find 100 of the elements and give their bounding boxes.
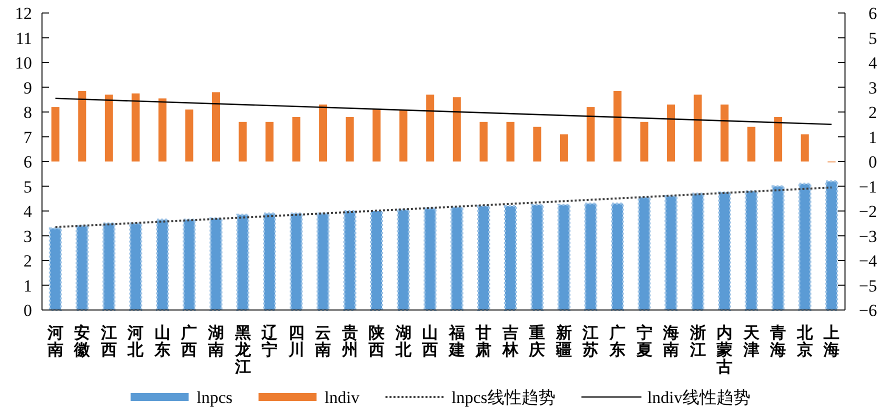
y-tick-label: 2 (24, 252, 32, 270)
bar (584, 202, 598, 311)
bar (504, 205, 517, 311)
bar (158, 98, 166, 162)
y-tick-label: 12 (15, 4, 32, 23)
x-tick-label: 浙江 (688, 324, 706, 359)
bar (533, 126, 542, 162)
x-tick-label: 贵州 (340, 324, 358, 359)
bar (266, 122, 274, 162)
legend-label: lnpcs线性趋势 (452, 388, 556, 407)
bar (530, 204, 544, 311)
y2-tick-label: −4 (858, 252, 878, 270)
bar (370, 210, 384, 311)
y-tick-label: 10 (15, 54, 32, 72)
x-tick-label: 江西 (100, 324, 117, 359)
x-tick-label: 湖北 (394, 324, 412, 359)
x-tick-label: 河北 (126, 324, 145, 359)
y2-tick-label: 6 (868, 4, 877, 23)
bar (798, 182, 812, 311)
bar (263, 212, 276, 311)
x-tick-label: 四川 (287, 325, 304, 359)
bar (238, 122, 247, 162)
bar (316, 212, 330, 311)
bar (640, 122, 648, 162)
bar (744, 190, 758, 311)
bar (129, 222, 142, 311)
y2-tick-label: 3 (868, 78, 877, 98)
bar (720, 104, 729, 162)
y-tick-label: 4 (24, 202, 32, 221)
y-tick-label: 9 (24, 78, 32, 98)
bar (209, 217, 222, 311)
bar (78, 90, 86, 162)
x-tick-label: 内蒙古 (716, 324, 733, 376)
y2-tick-label: 5 (868, 28, 877, 48)
bar (426, 94, 434, 162)
y-tick-label: 8 (24, 103, 32, 122)
bar (694, 94, 702, 162)
bar (156, 218, 169, 311)
x-tick-label: 黑龙江 (234, 325, 252, 376)
bar (104, 94, 113, 162)
bar (182, 218, 196, 311)
y-tick-label: 6 (24, 152, 32, 172)
bar (667, 104, 676, 162)
x-tick-label: 广东 (608, 324, 626, 359)
y2-tick-label: 0 (868, 152, 877, 172)
bar (450, 206, 464, 311)
x-tick-label: 天津 (742, 325, 760, 359)
bar (132, 93, 140, 162)
legend-label: lndiv线性趋势 (647, 388, 750, 407)
y2-tick-label: −1 (858, 177, 877, 196)
bar (452, 97, 461, 162)
bar (236, 214, 250, 311)
bar (825, 180, 838, 311)
x-tick-label: 吉林 (501, 324, 520, 359)
bar (477, 205, 490, 311)
x-tick-label: 安徽 (73, 323, 92, 359)
bar (718, 191, 732, 311)
x-tick-label: 陕西 (368, 324, 386, 359)
bar (424, 208, 437, 311)
bar (480, 122, 488, 162)
y-tick-label: 3 (24, 226, 32, 246)
y2-tick-label: −5 (858, 276, 877, 296)
bar (212, 92, 220, 162)
bar (51, 107, 60, 162)
y2-tick-label: −3 (858, 226, 877, 246)
bar (638, 196, 651, 311)
y2-tick-label: −2 (858, 202, 877, 221)
bar (586, 107, 595, 162)
x-tick-label: 湖南 (206, 324, 224, 359)
x-tick-label: 山东 (153, 324, 170, 359)
bar (346, 116, 354, 162)
bar (76, 224, 89, 311)
bar (185, 110, 194, 162)
x-tick-label: 甘肃 (474, 324, 492, 359)
bar (747, 126, 756, 162)
x-tick-label: 辽宁 (260, 324, 279, 359)
bar (396, 208, 410, 311)
y-tick-label: 0 (24, 301, 32, 320)
bar (560, 134, 568, 162)
x-tick-label: 山西 (421, 324, 438, 359)
x-tick-label: 宁夏 (635, 323, 652, 359)
x-tick-label: 青海 (769, 324, 786, 359)
y2-tick-label: 2 (868, 103, 877, 122)
x-tick-label: 新疆 (554, 324, 572, 359)
bar (613, 90, 622, 162)
x-tick-label: 广西 (180, 324, 198, 359)
bar (774, 116, 782, 162)
bar (557, 204, 570, 311)
bar (691, 192, 704, 311)
x-tick-label: 河南 (46, 324, 64, 359)
bar (800, 134, 809, 162)
x-tick-label: 北京 (796, 324, 814, 359)
legend-label: lndiv (324, 388, 360, 407)
y2-tick-label: 4 (868, 54, 878, 72)
bar (319, 104, 328, 162)
bar (610, 202, 624, 311)
y-tick-label: 11 (16, 28, 32, 48)
bar (48, 227, 62, 311)
bar (343, 210, 356, 311)
x-tick-label: 江苏 (582, 324, 599, 359)
